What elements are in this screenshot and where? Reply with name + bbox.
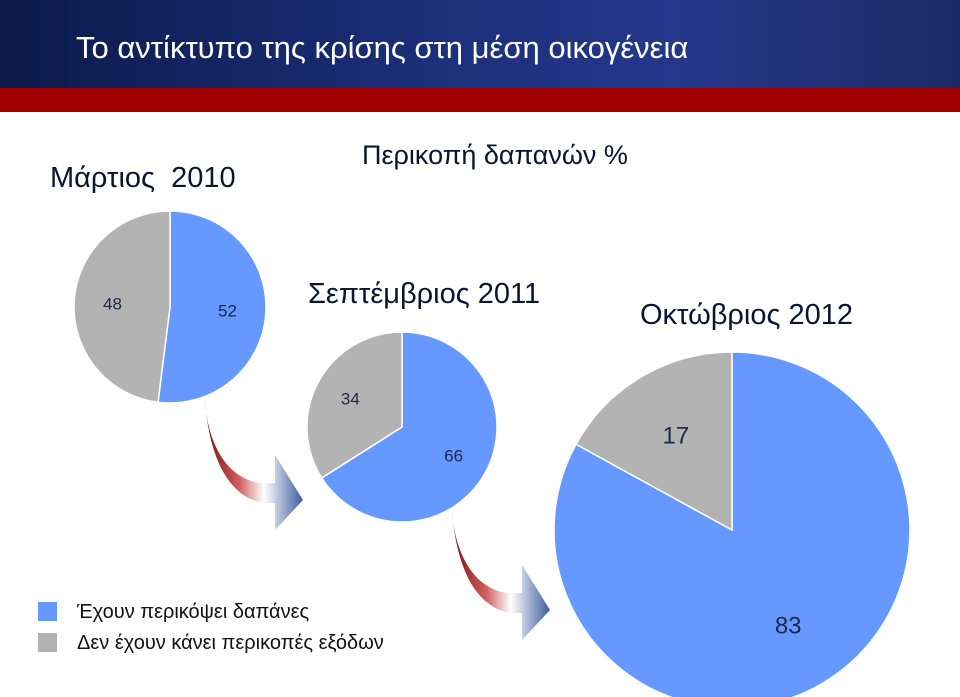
data-label-september-2011-no-cut: 34 — [341, 390, 360, 409]
arrow-1-icon — [205, 400, 303, 530]
data-label-october-2012-cut: 83 — [775, 612, 802, 639]
legend-item-no-cut: Δεν έχουν κάνει περικοπές εξόδων — [38, 632, 384, 655]
data-label-march-2010-cut: 52 — [218, 302, 237, 321]
legend-swatch-cut — [38, 602, 57, 621]
pie-label-october-2012: Οκτώβριος 2012 — [640, 299, 854, 331]
pie-slice-october-2012-cut — [553, 351, 911, 697]
legend-item-cut: Έχουν περικόψει δαπάνες — [38, 601, 309, 624]
pie-label-march-2010: Μάρτιος 2010 — [50, 162, 236, 194]
legend-label-no-cut: Δεν έχουν κάνει περικοπές εξόδων — [77, 632, 384, 654]
pie-slice-march-2010-no-cut — [73, 210, 171, 404]
data-label-september-2011-cut: 66 — [444, 446, 463, 465]
pie-slice-september-2011-no-cut — [306, 331, 403, 479]
chart-title: Περικοπή δαπανών % — [362, 140, 628, 170]
pie-slice-march-2010-cut — [157, 210, 267, 404]
legend-swatch-no-cut — [38, 633, 57, 652]
pie-label-september-2011: Σεπτέμβριος 2011 — [308, 278, 541, 310]
header-bar: Το αντίκτυπο της κρίσης στη μέση οικογέν… — [0, 0, 960, 88]
data-label-march-2010-no-cut: 48 — [103, 294, 122, 313]
page-title: Το αντίκτυπο της κρίσης στη μέση οικογέν… — [76, 30, 689, 65]
pie-slice-september-2011-cut — [320, 331, 498, 523]
arrow-2-icon — [452, 510, 550, 640]
data-label-october-2012-no-cut: 17 — [662, 422, 689, 449]
header-accent-band — [0, 88, 960, 112]
legend-label-cut: Έχουν περικόψει δαπάνες — [77, 601, 310, 623]
pie-slice-october-2012-no-cut — [574, 351, 733, 532]
